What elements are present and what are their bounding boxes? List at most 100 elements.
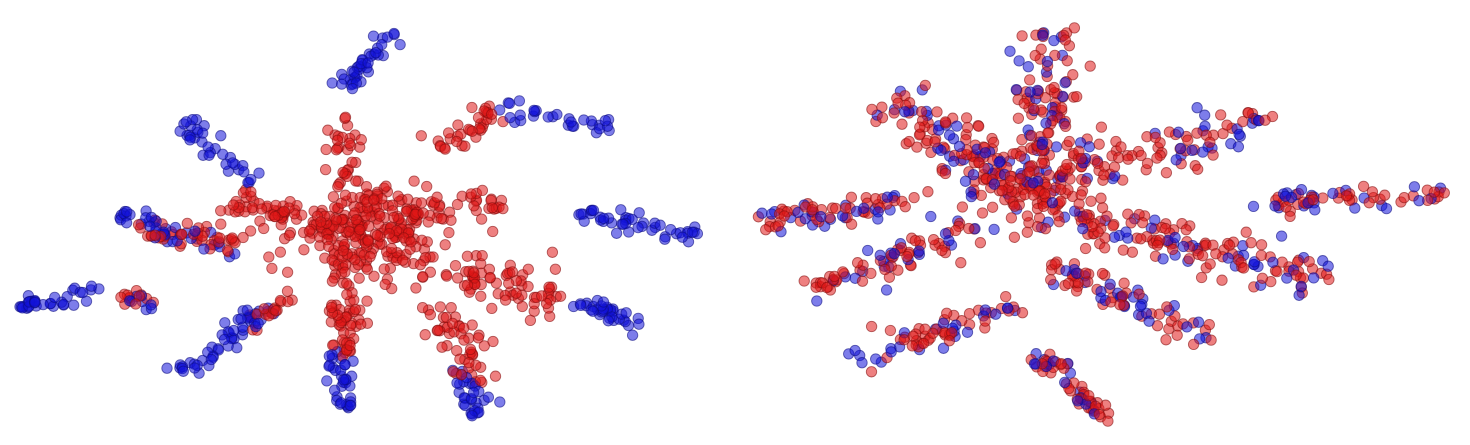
data-point-red [1276, 256, 1288, 268]
data-point-red [543, 281, 555, 293]
data-point-red [489, 370, 502, 382]
data-point-red [865, 366, 878, 378]
data-point-red [1153, 308, 1166, 320]
data-point-red [929, 136, 941, 148]
data-point-red [1042, 127, 1054, 139]
data-point-red [341, 277, 353, 290]
data-point-blue [602, 315, 614, 327]
data-point-red [405, 236, 417, 248]
data-point-red [1080, 267, 1092, 279]
data-point-blue [339, 359, 351, 371]
data-point-red [1133, 288, 1145, 300]
data-point-blue [217, 148, 229, 160]
data-point-blue [1186, 144, 1198, 157]
data-point-blue [948, 155, 960, 167]
data-point-red [1125, 217, 1137, 229]
data-point-blue [961, 326, 974, 338]
data-point-blue [1349, 202, 1361, 214]
data-point-red [274, 246, 287, 258]
data-point-blue [503, 97, 516, 110]
data-point-red [506, 266, 519, 278]
data-point-blue [1281, 272, 1293, 284]
data-point-red [476, 184, 489, 197]
data-point-red [996, 185, 1008, 197]
data-point-red [466, 125, 478, 137]
data-point-blue [626, 329, 639, 341]
data-point-red [374, 210, 386, 222]
data-point-red [892, 97, 904, 109]
data-point-red [181, 217, 193, 230]
data-point-red [1183, 253, 1195, 265]
data-point-blue [615, 204, 627, 216]
data-point-blue [1269, 200, 1281, 212]
data-point-red [1071, 90, 1083, 103]
data-point-blue [215, 130, 227, 142]
data-point-red [269, 210, 281, 223]
data-point-red [1059, 34, 1071, 46]
data-point-red [936, 244, 948, 257]
data-point-blue [328, 384, 341, 396]
data-point-blue [1279, 190, 1292, 202]
data-point-red [1216, 274, 1228, 286]
data-point-red [417, 271, 429, 283]
data-point-red [475, 213, 488, 225]
data-point-blue [1040, 117, 1052, 129]
data-point-blue [885, 346, 897, 358]
data-point-red [346, 156, 358, 168]
data-point-red [1005, 212, 1018, 224]
data-point-red [1043, 169, 1055, 181]
data-point-blue [575, 208, 587, 220]
data-point-red [388, 211, 400, 224]
data-point-red [1215, 109, 1227, 121]
data-point-red [458, 334, 470, 346]
data-point-red [486, 202, 498, 214]
data-point-blue [1077, 223, 1089, 235]
data-point-red [1075, 189, 1087, 201]
data-point-red [772, 220, 784, 232]
data-point-red [1115, 141, 1127, 153]
data-point-red [439, 239, 451, 251]
data-point-red [909, 234, 921, 247]
data-point-red [214, 232, 226, 244]
data-point-blue [1037, 29, 1049, 41]
data-point-blue [338, 374, 350, 386]
data-point-blue [1108, 231, 1121, 243]
data-point-red [1081, 209, 1093, 221]
data-point-blue [203, 149, 215, 161]
data-point-red [1027, 189, 1039, 201]
data-point-red [417, 207, 429, 219]
data-point-red [1021, 210, 1034, 222]
data-point-red [927, 233, 940, 246]
data-point-blue [1024, 86, 1036, 98]
data-point-red [778, 210, 790, 222]
data-point-blue [1048, 34, 1060, 47]
data-point-red [1171, 329, 1183, 341]
data-point-blue [49, 291, 61, 304]
data-point-red [383, 227, 395, 240]
data-point-red [431, 191, 443, 203]
data-point-red [475, 290, 487, 302]
scatter-plot-left [14, 27, 704, 422]
data-point-red [434, 301, 446, 313]
data-point-red [380, 180, 392, 192]
data-point-red [326, 275, 339, 287]
data-point-red [1012, 112, 1025, 124]
data-point-blue [1222, 252, 1234, 264]
data-point-blue [1175, 142, 1187, 155]
data-point-blue [1192, 316, 1205, 328]
data-point-red [1086, 221, 1098, 233]
data-point-blue [870, 353, 882, 365]
data-point-red [476, 249, 488, 262]
data-point-blue [241, 304, 253, 316]
data-point-red [1255, 239, 1268, 251]
data-point-red [281, 266, 294, 278]
data-point-blue [990, 308, 1002, 320]
data-point-blue [394, 38, 406, 51]
data-point-red [422, 216, 434, 228]
data-point-blue [959, 175, 972, 187]
data-point-red [1180, 224, 1192, 236]
data-point-blue [228, 324, 240, 337]
data-point-blue [346, 82, 359, 95]
data-point-red [350, 214, 362, 226]
data-point-red [856, 275, 869, 287]
